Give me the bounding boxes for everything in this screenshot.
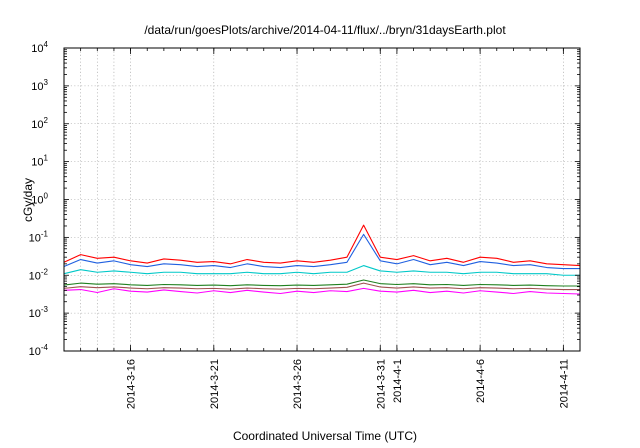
- series-line-3: [63, 265, 580, 276]
- x-axis-label: Coordinated Universal Time (UTC): [233, 429, 417, 443]
- series-group: [63, 224, 581, 295]
- y-tick-label: 10-4: [29, 343, 49, 358]
- x-tick-label: 2014-4-6: [475, 359, 487, 403]
- y-tick-label: 10-1: [29, 229, 49, 244]
- x-tick-label: 2014-4-11: [558, 359, 570, 408]
- y-axis-label: cGy/day: [21, 178, 35, 222]
- x-tick-label: 2014-3-31: [375, 359, 387, 409]
- y-tick-label: 104: [31, 40, 48, 55]
- series-line-5: [63, 282, 580, 291]
- y-tick-label: 101: [31, 154, 48, 169]
- y-tick-label: 102: [31, 116, 48, 131]
- x-tick-label: 2014-3-26: [292, 359, 304, 409]
- series-line-2: [63, 233, 580, 270]
- grid: [64, 47, 580, 352]
- y-tick-label: 100: [31, 192, 48, 207]
- y-tick-label: 10-3: [29, 305, 49, 320]
- x-tick-label: 2014-3-16: [126, 359, 138, 409]
- x-tick-label: 2014-3-21: [209, 359, 221, 409]
- chart-title: /data/run/goesPlots/archive/2014-04-11/f…: [144, 23, 506, 37]
- x-tick-label: 2014-4-1: [392, 359, 404, 403]
- y-tick-label: 103: [31, 78, 48, 93]
- series-line-1: [63, 224, 581, 267]
- x-tick-labels: 2014-3-16 2014-3-21 2014-3-26 2014-3-31 2014…: [126, 359, 571, 409]
- y-tick-labels: 10-4 10-3 10-2 10-1 100 101 102 103 104: [29, 40, 49, 358]
- series-line-4: [63, 279, 580, 287]
- y-tick-label: 10-2: [29, 267, 49, 282]
- axis-ticks: [63, 47, 581, 352]
- series-line-6: [63, 287, 581, 295]
